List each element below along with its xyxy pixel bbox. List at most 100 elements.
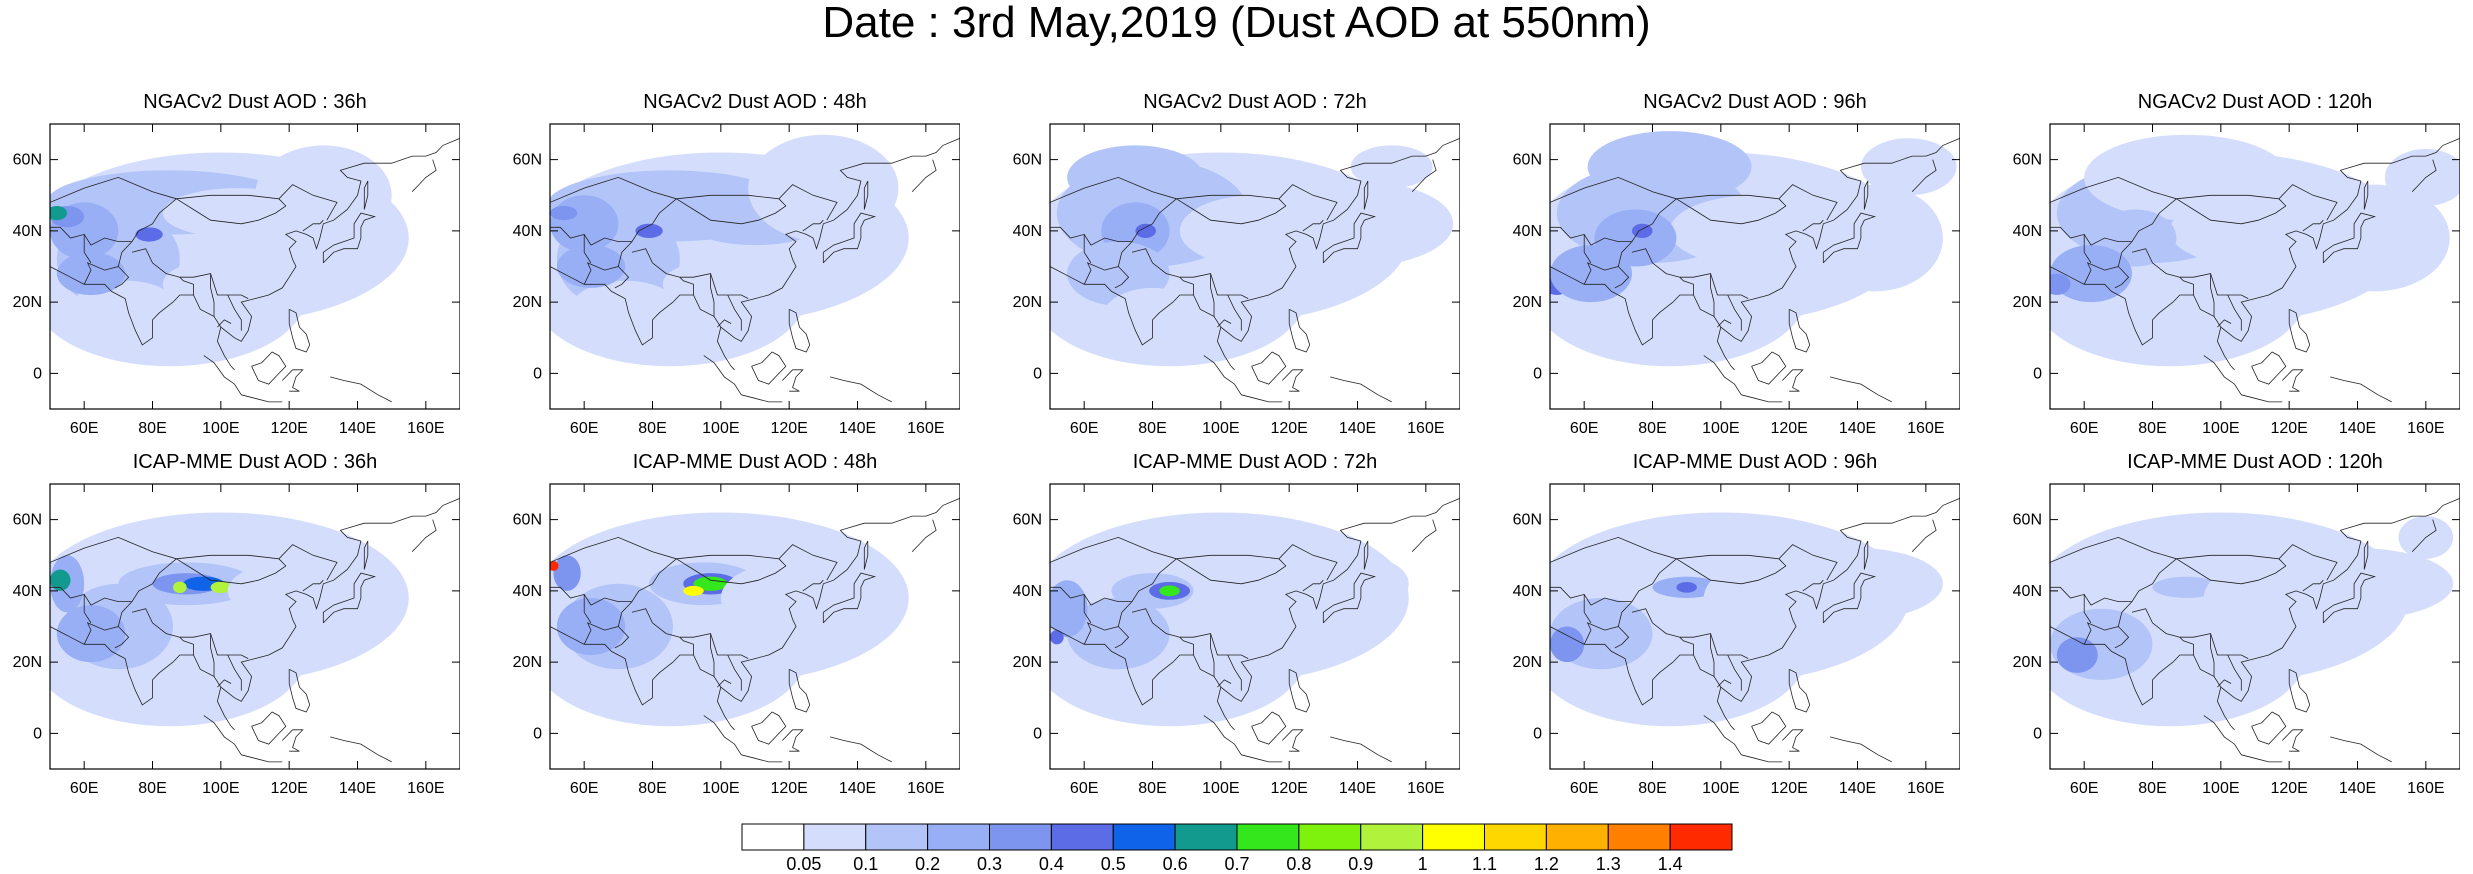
- dust-aod-map: 60N 40N 20N 0 60E 80E 100E 120E 140E 160E: [2013, 483, 2460, 797]
- map-panel-ngacv2-48h: NGACv2 Dust AOD : 48h 60N 40N 20N 0 60E 80E 100…: [500, 90, 960, 450]
- lat-tick-label: 40N: [2013, 223, 2042, 240]
- lat-tick-label: 60N: [2013, 152, 2042, 169]
- lat-tick-label: 60N: [1013, 512, 1042, 529]
- aod-contour: [2050, 273, 2071, 295]
- colorbar-label: 0.3: [977, 854, 1002, 874]
- lat-tick-label: 0: [33, 725, 42, 742]
- colorbar-label: 0.4: [1039, 854, 1064, 874]
- aod-contour: [2169, 195, 2341, 267]
- lat-tick-label: 60N: [2013, 512, 2042, 529]
- lon-tick-label: 80E: [138, 780, 166, 797]
- map-frame: [49, 123, 460, 410]
- lon-tick-label: 120E: [2270, 420, 2307, 437]
- lat-tick-label: 60N: [1513, 152, 1542, 169]
- aod-contour: [210, 581, 232, 594]
- lon-tick-label: 140E: [1339, 780, 1376, 797]
- colorbar-label: 0.5: [1101, 854, 1126, 874]
- aod-contour: [1587, 131, 1752, 203]
- aod-contour: [1067, 145, 1204, 210]
- aod-contour: [2299, 184, 2450, 292]
- lon-tick-label: 140E: [1339, 420, 1376, 437]
- aod-contour: [1159, 585, 1180, 597]
- coastline-border-lines: [550, 137, 960, 403]
- map-panel-icap-mme-96h: ICAP-MME Dust AOD : 96h 60N 40N 20N 0 60E 80E 1…: [1500, 450, 1960, 810]
- colorbar-swatch: [1112, 823, 1176, 851]
- colorbar-swatch: [1174, 823, 1238, 851]
- map-panel-icap-mme-120h: ICAP-MME Dust AOD : 120h 60N 40N 20N 0 60E 80E…: [2000, 450, 2460, 810]
- aod-contour: [2152, 576, 2221, 598]
- lat-tick-label: 40N: [13, 223, 42, 240]
- lon-tick-label: 100E: [202, 780, 239, 797]
- lon-tick-label: 60E: [1070, 420, 1098, 437]
- aod-field: [550, 512, 909, 727]
- panel-title: ICAP-MME Dust AOD : 48h: [632, 451, 878, 473]
- aod-contour: [1806, 184, 1943, 292]
- map-frame: [2049, 483, 2460, 770]
- aod-contour: [173, 581, 187, 594]
- lon-tick-label: 160E: [907, 780, 944, 797]
- lon-tick-label: 140E: [2339, 780, 2376, 797]
- lat-tick-label: 0: [1533, 725, 1542, 742]
- lon-tick-label: 60E: [1570, 780, 1598, 797]
- colorbar-swatch: [865, 823, 929, 851]
- lon-tick-label: 100E: [2202, 420, 2239, 437]
- lon-tick-label: 60E: [1570, 420, 1598, 437]
- panel-title: ICAP-MME Dust AOD : 72h: [1132, 451, 1378, 473]
- aod-contour: [1669, 195, 1841, 267]
- aod-contour: [162, 262, 245, 306]
- lat-tick-label: 20N: [1013, 294, 1042, 311]
- lon-tick-label: 100E: [2202, 780, 2239, 797]
- lon-tick-label: 140E: [2339, 420, 2376, 437]
- lon-tick-label: 120E: [2270, 780, 2307, 797]
- lat-tick-label: 20N: [1513, 294, 1542, 311]
- lon-tick-label: 120E: [270, 420, 307, 437]
- colorbar-swatch: [1236, 823, 1300, 851]
- aod-contour: [1772, 548, 1943, 620]
- lat-tick-label: 20N: [1513, 654, 1542, 671]
- panel-title: NGACv2 Dust AOD : 48h: [643, 91, 867, 113]
- aod-contour: [1860, 138, 1957, 196]
- map-panel-ngacv2-36h: NGACv2 Dust AOD : 36h 60N 40N 20N 0 60E 80E 100…: [0, 90, 460, 450]
- lat-tick-label: 0: [1033, 365, 1042, 382]
- dust-aod-map: 60N 40N 20N 0 60E 80E 100E 120E 140E 160E: [513, 483, 960, 797]
- lon-tick-label: 60E: [2070, 780, 2098, 797]
- aod-contour: [1050, 630, 1064, 645]
- map-panel-ngacv2-72h: NGACv2 Dust AOD : 72h 60N 40N 20N 0 60E 80E 100…: [1000, 90, 1460, 450]
- dust-aod-map: 60N 40N 20N 0 60E 80E 100E 120E 140E 160E: [13, 123, 460, 437]
- lat-tick-label: 60N: [1013, 152, 1042, 169]
- map-panel-icap-mme-36h: ICAP-MME Dust AOD : 36h 60N 40N 20N 0 60E 80E 1…: [0, 450, 460, 810]
- aod-field: [2050, 512, 2454, 727]
- lon-tick-label: 160E: [1907, 780, 1944, 797]
- aod-contour: [748, 134, 899, 242]
- lon-tick-label: 100E: [702, 780, 739, 797]
- aod-contour: [556, 245, 626, 288]
- lat-tick-label: 40N: [513, 583, 542, 600]
- coastline-border-lines: [1050, 137, 1460, 403]
- dust-aod-map: 60N 40N 20N 0 60E 80E 100E 120E 140E 160E: [1513, 123, 1960, 437]
- lat-tick-label: 40N: [513, 223, 542, 240]
- map-panel-icap-mme-72h: ICAP-MME Dust AOD : 72h 60N 40N 20N 0 60E 80E 1…: [1000, 450, 1460, 810]
- lon-tick-label: 160E: [407, 420, 444, 437]
- lat-tick-label: 0: [33, 365, 42, 382]
- map-panel-ngacv2-96h: NGACv2 Dust AOD : 96h 60N 40N 20N 0 60E 80E 100…: [1500, 90, 1960, 450]
- aod-contour: [683, 585, 704, 596]
- map-frame: [1049, 123, 1460, 410]
- lon-tick-label: 160E: [1907, 420, 1944, 437]
- lon-tick-label: 160E: [1407, 420, 1444, 437]
- coastline-border-lines: [2050, 137, 2460, 403]
- coastline-border-lines: [2050, 497, 2460, 763]
- aod-field: [550, 134, 909, 367]
- aod-contour: [662, 262, 745, 306]
- lon-tick-label: 80E: [1638, 420, 1666, 437]
- aod-contour: [56, 252, 126, 295]
- lon-tick-label: 120E: [770, 420, 807, 437]
- panel-title: NGACv2 Dust AOD : 72h: [1143, 91, 1367, 113]
- lat-tick-label: 40N: [1513, 223, 1542, 240]
- lon-tick-label: 120E: [1770, 420, 1807, 437]
- lon-tick-label: 100E: [1202, 420, 1239, 437]
- lat-tick-label: 40N: [1013, 583, 1042, 600]
- colorbar-label: 0.7: [1224, 854, 1249, 874]
- panel-title: NGACv2 Dust AOD : 36h: [143, 91, 367, 113]
- aod-field: [1050, 145, 1454, 367]
- dust-aod-map: 60N 40N 20N 0 60E 80E 100E 120E 140E 160E: [1013, 123, 1460, 437]
